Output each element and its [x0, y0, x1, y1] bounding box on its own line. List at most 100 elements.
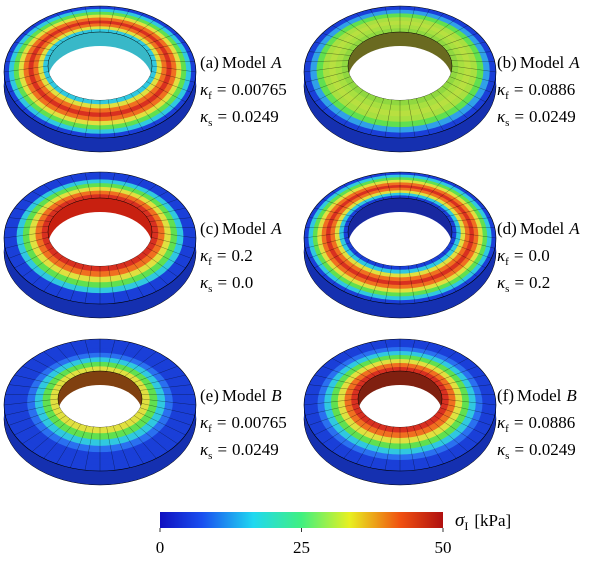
- mesh-line: [149, 217, 192, 222]
- mesh-line: [308, 407, 361, 426]
- mesh-line: [8, 76, 51, 93]
- mesh-line: [308, 242, 351, 259]
- kappa-symbol: κ: [200, 80, 209, 99]
- mesh-line: [441, 398, 497, 406]
- mesh-line: [151, 60, 195, 62]
- equals: =: [514, 273, 524, 292]
- mesh-line: [451, 231, 497, 239]
- hole: [358, 385, 442, 427]
- kappa-sub: s: [505, 117, 509, 129]
- kappa-sub: f: [505, 90, 509, 102]
- mesh-line: [303, 398, 359, 406]
- mesh-line: [107, 265, 116, 304]
- mesh-line: [124, 351, 157, 377]
- mesh-line: [115, 9, 130, 34]
- mesh-line: [415, 175, 430, 200]
- mesh-line: [8, 384, 61, 391]
- mesh-line: [14, 411, 63, 436]
- equals: =: [217, 440, 227, 459]
- kappa-value: 0.0249: [232, 107, 279, 126]
- mesh-line: [151, 71, 195, 83]
- mesh-line: [133, 366, 178, 383]
- kappa-sub: s: [505, 283, 509, 295]
- mesh-line: [343, 184, 370, 205]
- hole: [58, 385, 142, 427]
- mesh-line: [430, 259, 457, 292]
- mesh-line: [370, 425, 388, 468]
- mesh-line: [308, 51, 351, 56]
- mesh-line: [446, 81, 486, 103]
- mesh-line: [442, 33, 478, 47]
- mesh-line: [322, 85, 359, 111]
- mesh-line: [332, 191, 364, 209]
- panel-label: (b) Model A: [497, 53, 580, 72]
- mesh-line: [129, 358, 168, 380]
- mesh-line: [141, 251, 178, 277]
- mesh-line: [314, 247, 354, 269]
- mesh-line: [437, 374, 486, 387]
- mesh-line: [439, 384, 492, 391]
- mesh-line: [407, 265, 416, 304]
- mesh-line: [423, 262, 444, 297]
- ring-outline: [303, 171, 497, 305]
- mesh-line: [130, 18, 157, 39]
- model-word: Model: [517, 386, 562, 405]
- kappa-value: 0.0: [528, 246, 549, 265]
- mesh-line: [130, 93, 157, 126]
- kappa-symbol: κ: [497, 107, 506, 126]
- mesh-line: [22, 415, 67, 444]
- mesh-line: [136, 89, 169, 119]
- mesh-line: [112, 342, 130, 373]
- mesh-line: [123, 13, 144, 36]
- model-word: Model: [222, 53, 267, 72]
- mesh-line: [70, 264, 85, 301]
- mesh-line: [56, 13, 77, 36]
- kappa-sub: f: [208, 90, 212, 102]
- kappa-sub: f: [505, 423, 509, 435]
- mesh-line: [22, 85, 59, 111]
- mesh-line: [139, 384, 192, 391]
- mesh-line: [412, 425, 430, 468]
- mesh-line: [142, 199, 178, 213]
- kappa-symbol: κ: [200, 413, 209, 432]
- mesh-line: [149, 51, 192, 56]
- panel-label: (e) Model B: [200, 386, 282, 405]
- parameter: κf = 0.0: [497, 246, 550, 268]
- model-word: Model: [222, 219, 267, 238]
- sigma-sub: I: [464, 519, 468, 533]
- panel-letter: (f): [497, 386, 514, 405]
- mesh-line: [314, 374, 363, 387]
- kappa-symbol: κ: [497, 440, 506, 459]
- mesh-line: [118, 423, 144, 464]
- kappa-value: 0.0886: [528, 413, 575, 432]
- kappa-symbol: κ: [200, 246, 209, 265]
- kappa-symbol: κ: [200, 440, 209, 459]
- mesh-line: [418, 346, 444, 375]
- mesh-line: [84, 339, 94, 372]
- mesh-line: [356, 13, 377, 36]
- mesh-line: [322, 415, 367, 444]
- mesh-line: [107, 99, 116, 138]
- mesh-line: [423, 96, 444, 131]
- mesh-line: [415, 9, 430, 34]
- mesh-line: [331, 418, 371, 452]
- mesh-line: [451, 71, 495, 83]
- kappa-value: 0.2: [529, 273, 550, 292]
- kappa-symbol: κ: [497, 413, 506, 432]
- mesh-line: [115, 175, 130, 200]
- mesh-line: [14, 374, 63, 387]
- mesh-line: [429, 418, 469, 452]
- mesh-line: [332, 25, 364, 43]
- mesh-line: [14, 247, 54, 269]
- ring-outline: [3, 171, 197, 305]
- mesh-line: [384, 99, 393, 138]
- mesh-line: [43, 93, 70, 126]
- mesh-line: [322, 199, 358, 213]
- mesh-line: [370, 175, 385, 200]
- mesh-line: [22, 199, 58, 213]
- mesh-line: [70, 175, 85, 200]
- mesh-line: [56, 179, 77, 202]
- mesh-line: [84, 172, 93, 199]
- mesh-line: [84, 426, 94, 471]
- mesh-line: [70, 342, 88, 373]
